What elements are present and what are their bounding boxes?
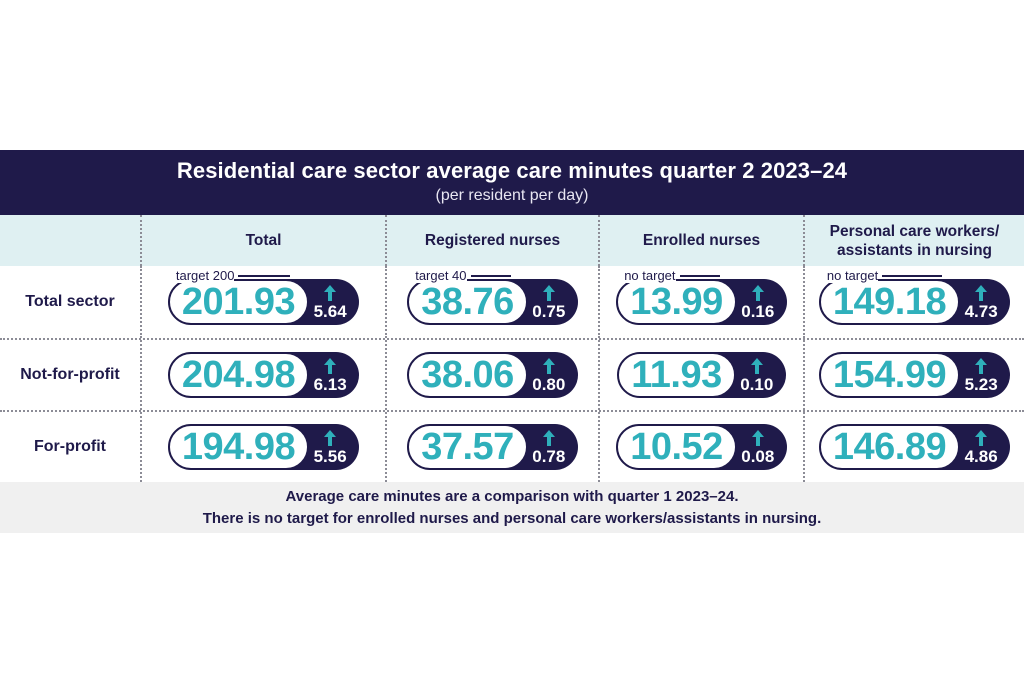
change-value: 4.73	[964, 301, 998, 321]
change-value: 0.78	[532, 446, 566, 466]
target-connector-line	[679, 275, 720, 277]
care-minutes-pill: 38.06 0.80	[407, 352, 578, 398]
footer-notes: Average care minutes are a comparison wi…	[0, 482, 1024, 533]
care-minutes-pill: 11.93 0.10	[617, 352, 786, 398]
arrow-up-icon	[750, 357, 763, 374]
table-row: For-profit 194.98 5.56 37.57 0.78 10.52 0.08 14…	[0, 410, 1024, 482]
column-header-registered-nurses: Registered nurses	[385, 215, 598, 266]
average-minutes-value: 10.52	[616, 424, 737, 470]
table-row: Not-for-profit 204.98 6.13 38.06 0.80 11.93 0.…	[0, 338, 1024, 410]
column-header-enrolled-nurses: Enrolled nurses	[598, 215, 803, 266]
arrow-up-icon	[324, 357, 337, 374]
care-minutes-pill: 37.57 0.78	[407, 424, 578, 470]
change-value: 0.80	[532, 374, 566, 394]
cell-registered-nurses: 38.06 0.80	[385, 340, 598, 410]
target-label: target 200	[174, 269, 295, 283]
target-text: no target	[826, 268, 879, 283]
target-connector-line	[238, 275, 291, 277]
care-minutes-pill: 146.89 4.86	[818, 424, 1011, 470]
column-header-pcw-line2: assistants in nursing	[836, 241, 993, 259]
care-minutes-pill: 204.98 6.13	[167, 352, 360, 398]
footer-note-1: Average care minutes are a comparison wi…	[285, 488, 739, 505]
care-minutes-pill: target 40 38.76 0.75	[407, 269, 578, 325]
arrow-up-icon	[751, 429, 764, 446]
table-row: Total sector target 200 201.93 5.64 target 4…	[0, 266, 1024, 338]
footer-note-2: There is no target for enrolled nurses a…	[202, 510, 822, 527]
change-value: 0.75	[532, 301, 566, 321]
care-minutes-pill: 154.99 5.23	[818, 352, 1011, 398]
cell-enrolled-nurses: no target 13.99 0.16	[598, 266, 803, 338]
care-minutes-pill: target 200 201.93 5.64	[167, 269, 360, 325]
column-header-pcw-line1: Personal care workers/	[829, 222, 1000, 240]
cell-personal-care-workers: 154.99 5.23	[803, 340, 1024, 410]
average-minutes-value: 13.99	[616, 279, 737, 325]
change-value: 5.56	[313, 446, 347, 466]
change-value: 0.10	[740, 374, 774, 394]
column-header-personal-care-workers: Personal care workers/ assistants in nur…	[803, 215, 1024, 266]
average-minutes-value: 146.89	[818, 424, 961, 470]
arrow-up-icon	[324, 284, 337, 301]
cell-total: 194.98 5.56	[140, 412, 385, 482]
target-label: target 40	[413, 269, 514, 283]
average-minutes-value: 38.76	[407, 279, 528, 325]
change-value: 4.86	[964, 446, 998, 466]
care-minutes-pill: no target 149.18 4.73	[818, 269, 1011, 325]
row-label: For-profit	[34, 438, 106, 455]
target-text: target 200	[175, 268, 235, 283]
cell-total: target 200 201.93 5.64	[140, 266, 385, 338]
care-minutes-pill: 194.98 5.56	[167, 424, 360, 470]
target-connector-line	[470, 275, 511, 277]
title-band: Residential care sector average care min…	[0, 150, 1024, 215]
target-text: no target	[624, 268, 676, 283]
care-minutes-pill: 10.52 0.08	[616, 424, 787, 470]
arrow-up-icon	[324, 429, 337, 446]
average-minutes-value: 201.93	[167, 279, 310, 325]
arrow-up-icon	[542, 284, 555, 301]
cell-registered-nurses: target 40 38.76 0.75	[385, 266, 598, 338]
column-header-empty	[0, 215, 140, 266]
infographic-subtitle: (per resident per day)	[435, 187, 589, 204]
average-minutes-value: 149.18	[818, 279, 961, 325]
column-header-row: Total Registered nurses Enrolled nurses …	[0, 215, 1024, 266]
infographic-title: Residential care sector average care min…	[176, 158, 848, 183]
care-minutes-table: Total Registered nurses Enrolled nurses …	[0, 215, 1024, 482]
arrow-up-icon	[975, 284, 988, 301]
arrow-up-icon	[751, 284, 764, 301]
change-value: 6.13	[313, 374, 347, 394]
arrow-up-icon	[975, 357, 988, 374]
row-label: Total sector	[25, 293, 115, 310]
cell-personal-care-workers: 146.89 4.86	[803, 412, 1024, 482]
arrow-up-icon	[542, 429, 555, 446]
target-text: target 40	[415, 268, 467, 283]
average-minutes-value: 38.06	[407, 352, 528, 398]
average-minutes-value: 194.98	[167, 424, 310, 470]
cell-total: 204.98 6.13	[140, 340, 385, 410]
column-header-pcw-text: Personal care workers/ assistants in nur…	[830, 222, 1000, 260]
care-minutes-infographic: Residential care sector average care min…	[0, 150, 1024, 533]
average-minutes-value: 37.57	[407, 424, 528, 470]
target-label: no target	[825, 269, 946, 283]
arrow-up-icon	[542, 357, 555, 374]
change-value: 5.23	[964, 374, 998, 394]
care-minutes-pill: no target 13.99 0.16	[616, 269, 787, 325]
cell-registered-nurses: 37.57 0.78	[385, 412, 598, 482]
row-label: Not-for-profit	[20, 366, 120, 383]
average-minutes-value: 154.99	[818, 352, 961, 398]
change-value: 5.64	[313, 301, 347, 321]
change-value: 0.16	[741, 301, 775, 321]
cell-enrolled-nurses: 10.52 0.08	[598, 412, 803, 482]
target-label: no target	[622, 269, 723, 283]
arrow-up-icon	[975, 429, 988, 446]
target-connector-line	[882, 275, 943, 277]
average-minutes-value: 204.98	[167, 352, 310, 398]
cell-enrolled-nurses: 11.93 0.10	[598, 340, 803, 410]
change-value: 0.08	[741, 446, 775, 466]
average-minutes-value: 11.93	[617, 352, 736, 398]
column-header-total: Total	[140, 215, 385, 266]
cell-personal-care-workers: no target 149.18 4.73	[803, 266, 1024, 338]
